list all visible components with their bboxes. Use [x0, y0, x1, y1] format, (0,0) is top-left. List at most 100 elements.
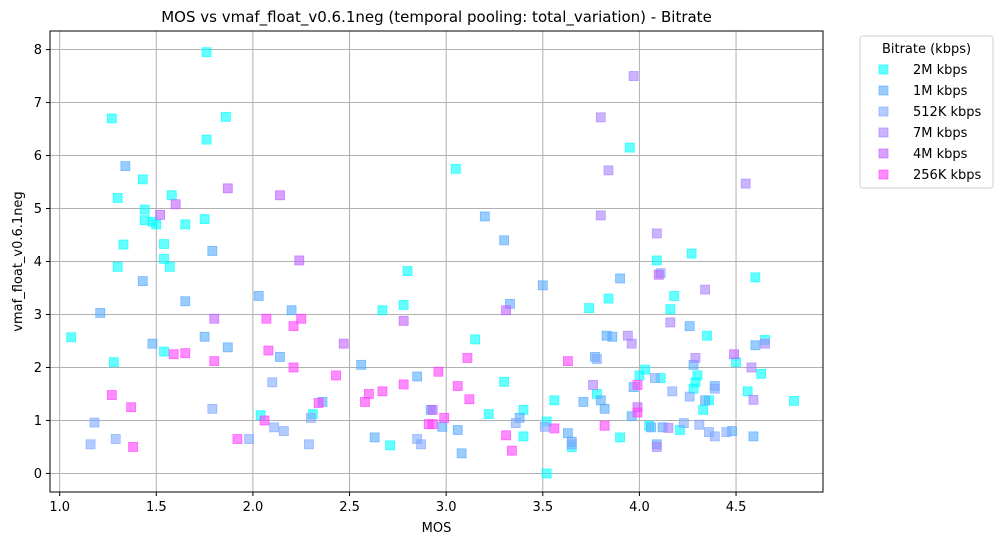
data-point [222, 342, 233, 353]
data-point [584, 303, 595, 314]
data-point [313, 398, 324, 408]
data-point [640, 364, 651, 375]
data-point [269, 422, 280, 433]
legend-item: 4M kbps [878, 147, 968, 162]
data-point [288, 321, 299, 332]
data-point [110, 434, 121, 444]
data-point [632, 380, 643, 390]
legend-label: 4M kbps [913, 147, 968, 162]
data-point [398, 315, 409, 326]
data-point [166, 190, 177, 201]
data-point [537, 280, 548, 291]
data-point [222, 183, 233, 194]
data-point [563, 356, 573, 367]
data-point [108, 357, 119, 368]
data-point [634, 370, 645, 381]
data-point [653, 269, 664, 280]
data-point [694, 419, 705, 430]
data-point [578, 397, 589, 407]
data-point [180, 296, 191, 307]
data-point [721, 427, 732, 438]
data-point [207, 246, 218, 256]
data-point [760, 338, 770, 349]
legend-marker [878, 127, 889, 138]
x-tick-label: 2.5 [339, 500, 360, 515]
data-point [479, 211, 490, 222]
data-point [456, 448, 467, 459]
data-point [85, 439, 96, 450]
data-point [709, 431, 720, 442]
y-tick-label: 8 [34, 43, 42, 58]
data-point [549, 423, 560, 434]
y-tick-label: 2 [34, 361, 42, 376]
data-point [663, 422, 674, 433]
data-point [305, 412, 316, 423]
y-tick-label: 3 [34, 308, 42, 323]
y-axis-label: vmaf_float_v0.6.1neg [11, 191, 26, 331]
data-point [588, 380, 598, 390]
data-point [669, 291, 680, 301]
data-point [155, 209, 166, 220]
data-point [651, 442, 662, 452]
legend-item: 256K kbps [878, 168, 982, 183]
x-tick-label: 1.0 [49, 500, 70, 515]
y-axis: 0 1 2 3 4 5 6 7 8 [34, 43, 50, 482]
data-point [151, 219, 162, 230]
data-point [294, 255, 305, 266]
series-2 [85, 268, 732, 450]
x-tick-label: 2.0 [243, 500, 264, 515]
data-point [518, 431, 529, 442]
data-point [566, 439, 577, 450]
data-point [690, 353, 701, 363]
data-point [700, 395, 711, 406]
data-point [128, 442, 138, 452]
data-point [607, 331, 618, 342]
legend-marker [878, 64, 889, 75]
data-point [439, 412, 450, 423]
chart-title: MOS vs vmaf_float_v0.6.1neg (temporal po… [161, 8, 712, 27]
data-point [137, 174, 148, 185]
data-point [452, 425, 463, 435]
data-point [95, 307, 106, 318]
data-point [139, 204, 150, 215]
data-point [199, 214, 210, 225]
data-point [263, 345, 274, 356]
data-point [692, 370, 703, 381]
legend-items: 2M kbps 1M kbps 512K kbps 7M kbps 4M kbps 256… [878, 63, 982, 183]
data-point [615, 273, 625, 284]
data-point [112, 193, 123, 203]
data-point [603, 165, 614, 176]
data-point [684, 321, 695, 332]
legend-item: 1M kbps [878, 84, 968, 99]
legend-marker [878, 148, 889, 159]
data-point [750, 340, 761, 351]
data-point [253, 291, 264, 301]
y-tick-label: 6 [34, 149, 42, 164]
data-point [232, 434, 243, 444]
legend-item: 7M kbps [878, 126, 968, 141]
data-point [168, 349, 179, 360]
legend-label: 256K kbps [913, 168, 982, 183]
data-point [470, 334, 481, 345]
data-point [180, 348, 191, 359]
data-point [209, 356, 220, 367]
data-point [591, 354, 602, 364]
data-point [201, 134, 212, 145]
legend: Bitrate (kbps) 2M kbps 1M kbps 512K kbps 7M… [859, 35, 994, 189]
series-4 [155, 183, 740, 415]
data-point [698, 404, 709, 415]
data-point [748, 431, 759, 442]
data-point [750, 272, 761, 283]
data-point [746, 362, 757, 373]
data-point [632, 407, 643, 418]
x-tick-label: 4.0 [629, 500, 650, 515]
data-point [595, 395, 606, 406]
data-point [147, 338, 158, 349]
data-points [66, 47, 799, 479]
legend-marker [878, 85, 889, 96]
data-point [377, 386, 388, 397]
data-point [595, 112, 606, 123]
data-point [599, 403, 610, 414]
data-point [501, 430, 511, 441]
